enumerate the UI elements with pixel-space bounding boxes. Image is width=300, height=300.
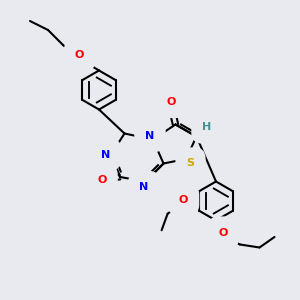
Text: S: S	[187, 158, 194, 169]
Text: N: N	[101, 149, 110, 160]
Text: O: O	[97, 175, 107, 185]
Text: O: O	[179, 195, 188, 205]
Text: O: O	[75, 50, 84, 61]
Text: N: N	[146, 131, 154, 141]
Text: O: O	[166, 97, 176, 107]
Text: O: O	[219, 227, 228, 238]
Text: N: N	[140, 182, 148, 192]
Text: H: H	[202, 122, 211, 133]
